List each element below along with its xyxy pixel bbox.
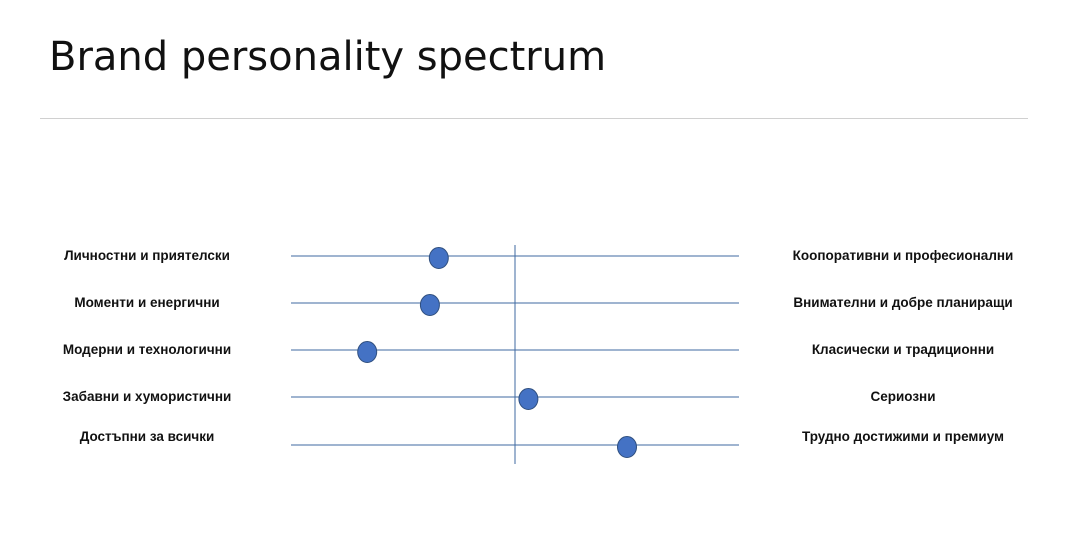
left-trait-label: Модерни и технологични	[62, 342, 232, 357]
spectrum-marker	[518, 388, 539, 410]
slide-title: Brand personality spectrum	[49, 34, 607, 80]
right-trait-label: Класически и традиционни	[811, 342, 995, 357]
left-trait-label: Забавни и хумористични	[62, 389, 232, 404]
left-trait-label: Моменти и енергични	[74, 295, 220, 310]
spectrum-marker	[617, 436, 637, 458]
spectrum-marker	[357, 341, 378, 363]
title-divider	[40, 118, 1028, 119]
right-trait-label: Коопоративни и професионални	[792, 248, 1014, 263]
right-trait-label: Внимателни и добре планиращи	[793, 295, 1013, 310]
right-trait-label: Сериозни	[870, 389, 936, 404]
left-trait-label: Личностни и приятелски	[64, 248, 230, 263]
spectrum-marker	[419, 294, 440, 316]
spectrum-marker	[428, 247, 449, 269]
right-trait-label: Трудно достижими и премиум	[801, 429, 1005, 444]
marker-layer	[357, 247, 637, 458]
left-trait-label: Достъпни за всички	[79, 429, 215, 444]
